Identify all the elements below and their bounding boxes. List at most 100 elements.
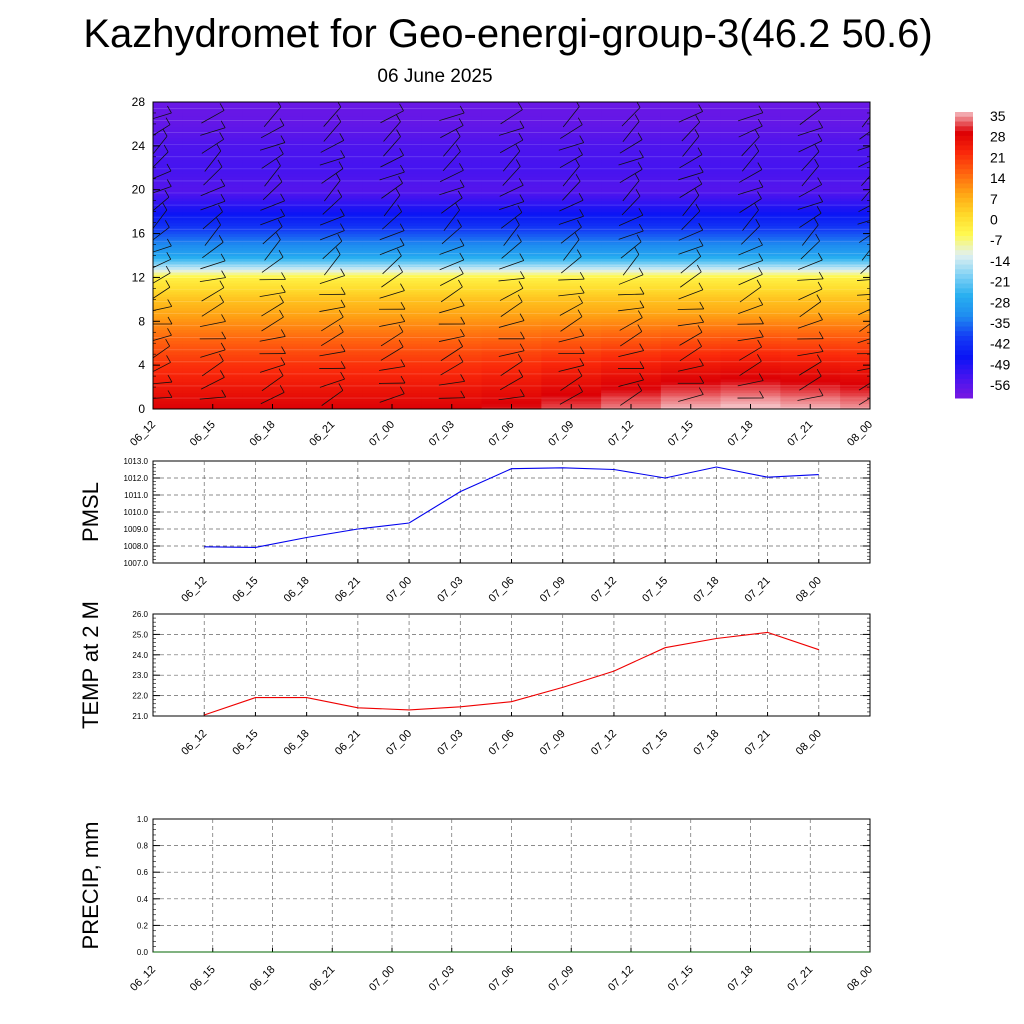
wind-barb: [558, 292, 585, 297]
heatmap-cell: [153, 206, 184, 210]
heatmap-cell: [720, 367, 781, 372]
heatmap-cell: [153, 398, 184, 402]
heatmap-cell: [660, 266, 722, 270]
wind-barb: [201, 301, 224, 317]
heatmap-cell: [840, 400, 870, 405]
heatmap-cell: [302, 337, 363, 342]
wind-barb-flag: [166, 355, 171, 363]
wind-barb: [379, 393, 405, 403]
heatmap-cell: [182, 313, 244, 317]
heatmap-cell: [182, 340, 244, 344]
heatmap-cell: [302, 252, 363, 257]
wind-barb: [441, 197, 463, 214]
heatmap-cell: [153, 129, 184, 133]
heatmap-cell: [153, 115, 184, 120]
wind-barb: [441, 226, 462, 245]
heatmap-cell: [242, 291, 303, 295]
heatmap-cell: [153, 381, 184, 385]
wind-barb: [859, 323, 870, 332]
heatmap-cell: [481, 239, 542, 243]
heatmap-cell: [153, 296, 184, 300]
heatmap-cell: [720, 118, 781, 122]
heatmap-cell: [481, 373, 542, 377]
heatmap-cell: [153, 181, 184, 185]
heatmap-cell: [421, 274, 483, 279]
heatmap-cell: [302, 351, 363, 355]
heatmap-cell: [481, 148, 542, 152]
wind-barb-flag: [577, 117, 583, 125]
wind-barb: [439, 245, 465, 255]
heatmap-cell: [660, 137, 722, 141]
heatmap-cell: [481, 288, 542, 292]
heatmap-cell: [840, 236, 870, 240]
heatmap-cell: [601, 165, 662, 169]
wind-barb: [153, 151, 169, 168]
heatmap-cell: [720, 154, 781, 158]
wind-barb: [619, 169, 643, 184]
heatmap-cell: [601, 126, 662, 131]
heatmap-cell: [421, 318, 483, 322]
heatmap-cell: [481, 173, 542, 177]
heatmap-cell: [720, 313, 781, 317]
heatmap-cell: [720, 104, 781, 109]
heatmap-cell: [481, 266, 542, 270]
heatmap-cell: [242, 228, 303, 232]
heatmap-cell: [182, 176, 244, 180]
heatmap-cell: [541, 280, 602, 284]
wind-barb-flag: [400, 375, 406, 384]
wind-barb-flag: [635, 189, 641, 197]
wind-barb-flag: [637, 162, 643, 170]
heatmap-cell: [302, 313, 363, 317]
colorbar-segment: [955, 188, 973, 194]
heatmap-cell: [362, 143, 423, 147]
heatmap-cell: [182, 302, 244, 306]
wind-barb-flag: [219, 103, 225, 111]
wind-barb: [260, 125, 285, 139]
heatmap-cell: [481, 367, 542, 372]
heatmap-cell: [660, 115, 722, 120]
heatmap-cell: [840, 370, 870, 374]
wind-barb-flag: [396, 129, 401, 137]
wind-barb-flag: [220, 342, 226, 351]
heatmap-cell: [153, 351, 184, 355]
wind-barb: [153, 345, 170, 359]
heatmap-cell: [541, 241, 602, 246]
heatmap-cell: [421, 255, 483, 259]
heatmap-cell: [541, 140, 602, 144]
heatmap-cell: [302, 143, 363, 147]
wind-barb-flag: [879, 347, 883, 354]
wind-barb-flag: [759, 329, 764, 338]
wind-barb-flag: [518, 102, 523, 110]
heatmap-cell: [840, 280, 870, 284]
heatmap-cell: [720, 260, 781, 265]
wind-barb-flag: [216, 143, 222, 152]
wind-barb: [439, 112, 465, 122]
wind-barb-flag: [459, 298, 465, 306]
heatmap-cell: [242, 365, 303, 369]
heatmap-cell: [780, 143, 841, 147]
heatmap-cell: [720, 356, 781, 361]
heatmap-cell: [182, 225, 244, 229]
wind-barb-flag: [460, 390, 466, 398]
heatmap-cell: [481, 208, 542, 213]
x-tick-label: 06_12: [128, 419, 158, 449]
heatmap-cell: [601, 145, 662, 150]
heatmap-cell: [421, 214, 483, 218]
heatmap-cell: [421, 225, 483, 229]
heatmap-cell: [541, 134, 602, 139]
wind-barb: [380, 346, 404, 361]
heatmap-cell: [541, 170, 602, 174]
heatmap-cell: [481, 370, 542, 374]
heatmap-cell: [302, 293, 363, 298]
heatmap-cell: [601, 274, 662, 279]
heatmap-cell: [660, 296, 722, 300]
heatmap-cell: [720, 387, 781, 391]
wind-barb: [797, 395, 824, 401]
wind-barb: [438, 335, 465, 342]
wind-barb-flag: [340, 371, 345, 380]
heatmap-cell: [421, 252, 483, 257]
heatmap-cell: [541, 348, 602, 353]
heatmap-cell: [153, 137, 184, 141]
heatmap-cell: [720, 378, 781, 383]
heatmap-cell: [362, 208, 423, 213]
